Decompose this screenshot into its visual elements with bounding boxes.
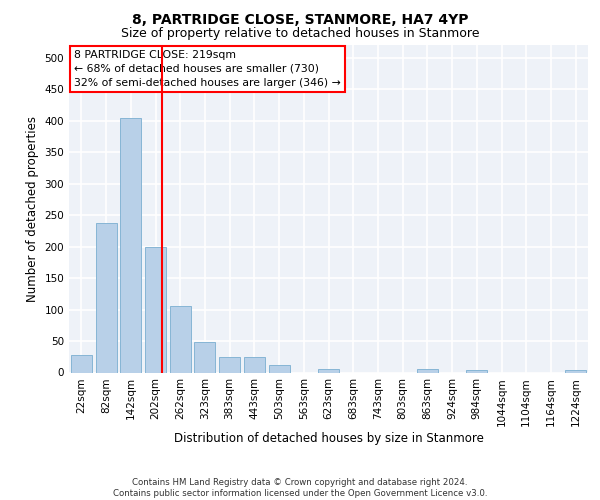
Bar xyxy=(145,247,166,372)
Text: Contains HM Land Registry data © Crown copyright and database right 2024.
Contai: Contains HM Land Registry data © Crown c… xyxy=(113,478,487,498)
Text: Size of property relative to detached houses in Stanmore: Size of property relative to detached ho… xyxy=(121,28,479,40)
Text: 8, PARTRIDGE CLOSE, STANMORE, HA7 4YP: 8, PARTRIDGE CLOSE, STANMORE, HA7 4YP xyxy=(132,12,468,26)
Bar xyxy=(120,118,141,372)
Bar xyxy=(565,370,586,372)
Bar xyxy=(244,357,265,372)
Bar xyxy=(269,365,290,372)
X-axis label: Distribution of detached houses by size in Stanmore: Distribution of detached houses by size … xyxy=(173,432,484,444)
Bar xyxy=(219,357,240,372)
Text: 8 PARTRIDGE CLOSE: 219sqm
← 68% of detached houses are smaller (730)
32% of semi: 8 PARTRIDGE CLOSE: 219sqm ← 68% of detac… xyxy=(74,50,341,88)
Bar xyxy=(466,370,487,372)
Bar xyxy=(95,222,116,372)
Bar xyxy=(170,306,191,372)
Bar xyxy=(71,356,92,372)
Bar xyxy=(417,370,438,372)
Bar xyxy=(318,368,339,372)
Bar xyxy=(194,342,215,372)
Y-axis label: Number of detached properties: Number of detached properties xyxy=(26,116,39,302)
